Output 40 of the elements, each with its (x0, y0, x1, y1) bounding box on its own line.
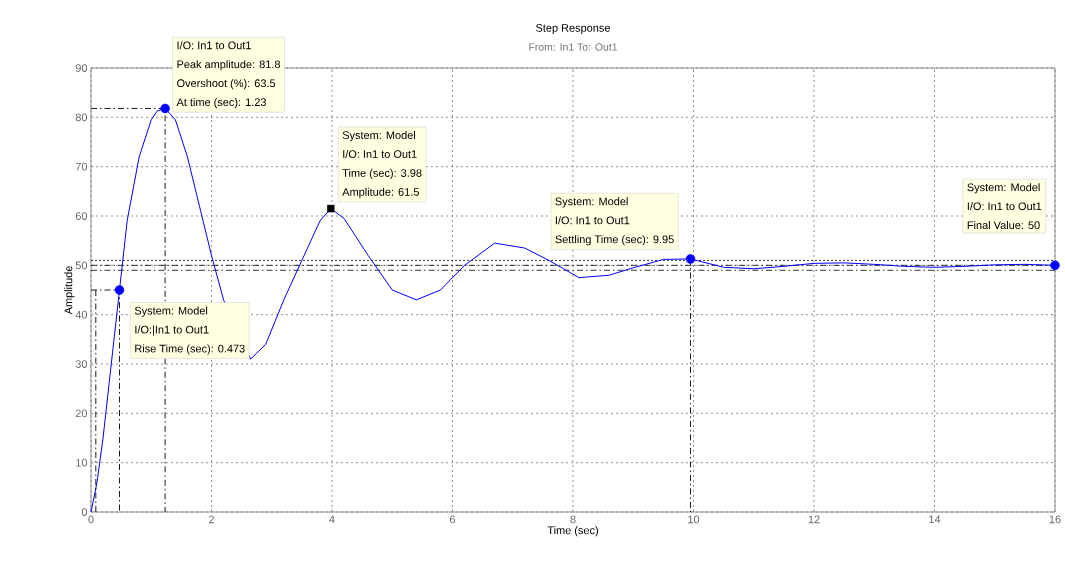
annotation: Amplitude: 61.5 (342, 187, 419, 198)
chart-subtitle: From: In1 To: Out1 (529, 43, 618, 51)
annotation: System: Model (134, 306, 208, 317)
y-tick-label: 40 (75, 310, 88, 319)
annotation: I/O: In1 to Out1 (555, 216, 630, 225)
y-tick-label: 50 (75, 261, 88, 270)
x-tick-label: 4 (329, 515, 335, 524)
x-tick-label: 0 (88, 515, 94, 524)
x-tick-label: 16 (1049, 515, 1061, 524)
annotation: Time (sec): 3.98 (342, 168, 422, 180)
y-tick-label: 0 (81, 508, 88, 516)
y-tick-label: 10 (76, 458, 88, 467)
annotation: System: Model (967, 183, 1040, 194)
y-tick-label: 90 (75, 64, 88, 72)
annotation: I/O:|In1 to Out1 (135, 325, 209, 336)
annotation: Overshoot (%): 63.5 (177, 79, 276, 90)
y-tick-label: 20 (75, 409, 88, 418)
annotation: I/O: In1 to Out1 (967, 202, 1042, 211)
annotation: System: Model (342, 130, 415, 142)
y-tick-label: 80 (75, 113, 88, 122)
x-tick-label: 12 (808, 515, 820, 524)
annotation: System: Model (555, 197, 628, 208)
y-tick-label: 60 (75, 212, 88, 220)
annotation: Settling Time (sec): 9.95 (555, 235, 674, 246)
annotation: At time (sec): 1.23 (176, 97, 266, 109)
annotation: I/O: In1 to Out1 (343, 149, 417, 158)
x-axis-title: Time (sec) (547, 526, 598, 537)
text: I/O: In1 to Out1 (177, 41, 251, 50)
y-axis-title: Amplitude (64, 266, 75, 315)
y-tick-label: 30 (75, 360, 88, 368)
x-tick-label: 8 (570, 515, 576, 524)
x-tick-label: 2 (209, 515, 214, 524)
x-tick-label: 6 (450, 515, 456, 524)
annotation: Rise Time (sec): 0.473 (135, 344, 245, 355)
y-tick-label: 70 (75, 162, 88, 171)
annotation: Final Value: 50 (967, 221, 1040, 230)
x-tick-label: 14 (929, 515, 941, 524)
x-tick-label: 10 (688, 515, 700, 524)
annotation: Peak amplitude: 81.8 (177, 60, 281, 71)
chart-title: Step Response (536, 24, 610, 34)
